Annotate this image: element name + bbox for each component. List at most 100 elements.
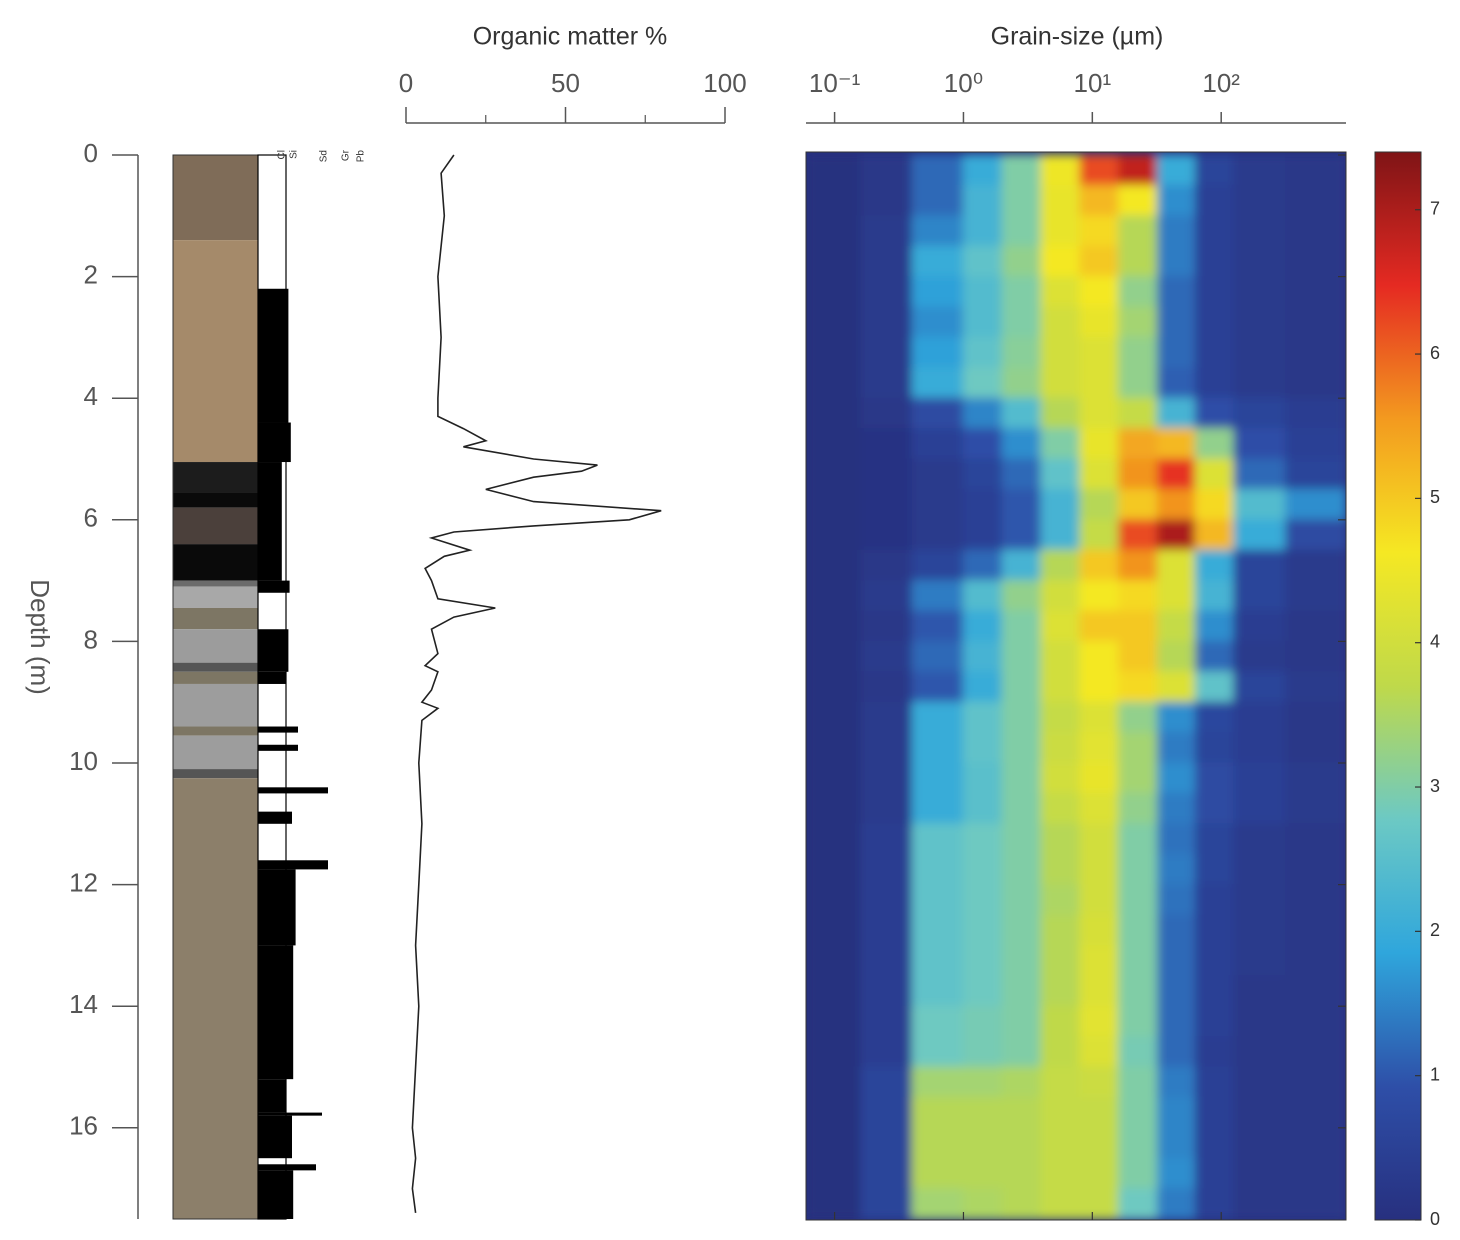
heat-cell bbox=[962, 732, 1003, 764]
heat-cell bbox=[1118, 276, 1158, 308]
log-bar bbox=[258, 671, 286, 684]
lith-unit bbox=[173, 586, 258, 608]
heat-cell bbox=[1285, 428, 1346, 460]
heat-cell bbox=[860, 336, 913, 369]
heat-cell bbox=[1079, 1036, 1120, 1068]
heat-cell bbox=[1233, 1096, 1287, 1129]
heat-cell bbox=[1233, 336, 1287, 369]
heat-cell bbox=[962, 701, 1003, 734]
heat-cell bbox=[1118, 397, 1158, 430]
heat-cell bbox=[962, 975, 1003, 1007]
heat-cell bbox=[1285, 458, 1346, 490]
heat-cell bbox=[806, 519, 862, 551]
heat-cell bbox=[860, 215, 913, 247]
heat-cell bbox=[1285, 975, 1346, 1007]
heat-cell bbox=[1079, 914, 1120, 946]
heat-cell bbox=[1156, 853, 1196, 886]
heat-cell bbox=[962, 1127, 1003, 1159]
heat-cell bbox=[1079, 488, 1120, 521]
heat-cell bbox=[1001, 610, 1042, 642]
heat-cell bbox=[860, 732, 913, 764]
log-bar bbox=[258, 1112, 322, 1116]
heat-cell bbox=[860, 1188, 913, 1220]
grain-class: Gr bbox=[341, 149, 352, 161]
heat-cell bbox=[1079, 458, 1120, 490]
heat-cell bbox=[1001, 397, 1042, 430]
heat-cell bbox=[1233, 975, 1287, 1007]
heat-cell bbox=[1285, 519, 1346, 551]
heat-cell bbox=[911, 944, 964, 977]
heat-cell bbox=[1285, 276, 1346, 308]
heat-cell bbox=[962, 580, 1003, 612]
heat-cell bbox=[1194, 215, 1235, 247]
heat-cell bbox=[911, 245, 964, 278]
heat-cell bbox=[806, 367, 862, 399]
heat-cell bbox=[962, 884, 1003, 916]
heatmap bbox=[806, 152, 1346, 1220]
heat-cell bbox=[1233, 428, 1287, 460]
lith-unit bbox=[173, 492, 258, 508]
heat-cell bbox=[1001, 701, 1042, 734]
heat-cell bbox=[806, 336, 862, 369]
heat-cell bbox=[911, 1127, 964, 1159]
heat-cell bbox=[1118, 1096, 1158, 1129]
heat-cell bbox=[1233, 823, 1287, 855]
log-bar bbox=[258, 1164, 316, 1171]
heat-cell bbox=[1079, 610, 1120, 642]
lith-unit bbox=[173, 778, 258, 1219]
heat-cell bbox=[1001, 306, 1042, 338]
colorbar-label: 6 bbox=[1430, 343, 1440, 363]
x-tick-label: 50 bbox=[551, 68, 580, 98]
log-bar bbox=[258, 787, 328, 794]
heat-cell bbox=[962, 944, 1003, 977]
heat-cell bbox=[1001, 549, 1042, 582]
heat-cell bbox=[806, 853, 862, 886]
grain-class: Cl bbox=[277, 150, 288, 159]
heat-cell bbox=[1079, 792, 1120, 825]
heat-cell bbox=[1118, 762, 1158, 794]
heat-cell bbox=[962, 853, 1003, 886]
om-line bbox=[411, 154, 662, 1214]
heat-cell bbox=[1233, 367, 1287, 399]
heat-cell bbox=[1079, 519, 1120, 551]
heat-cell bbox=[1079, 306, 1120, 338]
heat-cell bbox=[1285, 701, 1346, 734]
heat-cell bbox=[1285, 732, 1346, 764]
heat-cell bbox=[1118, 1157, 1158, 1190]
heat-cell bbox=[1001, 1127, 1042, 1159]
heat-cell bbox=[1285, 367, 1346, 399]
heat-cell bbox=[806, 884, 862, 916]
heat-cell bbox=[1285, 762, 1346, 794]
heat-cell bbox=[962, 1005, 1003, 1038]
heat-cell bbox=[806, 975, 862, 1007]
heat-cell bbox=[1118, 671, 1158, 703]
heat-cell bbox=[1233, 184, 1287, 217]
heat-cell bbox=[1079, 580, 1120, 612]
heat-cell bbox=[1194, 306, 1235, 338]
heat-cell bbox=[860, 853, 913, 886]
log-bar bbox=[258, 1079, 286, 1113]
heat-cell bbox=[860, 245, 913, 278]
heat-cell bbox=[1118, 184, 1158, 217]
heat-cell bbox=[806, 1188, 862, 1220]
heat-cell bbox=[1118, 1188, 1158, 1220]
heat-cell bbox=[1001, 762, 1042, 794]
heat-cell bbox=[1001, 154, 1042, 186]
heat-cell bbox=[962, 245, 1003, 278]
log-bar bbox=[258, 422, 291, 463]
heat-cell bbox=[1194, 762, 1235, 794]
heat-cell bbox=[1156, 397, 1196, 430]
x-tick-label: 0 bbox=[399, 68, 413, 98]
heat-cell bbox=[1156, 701, 1196, 734]
heat-cell bbox=[1118, 306, 1158, 338]
heat-cell bbox=[1001, 519, 1042, 551]
heat-cell bbox=[1194, 732, 1235, 764]
heat-cell bbox=[962, 336, 1003, 369]
heat-cell bbox=[1079, 732, 1120, 764]
heat-cell bbox=[1233, 1157, 1287, 1190]
log-bar bbox=[258, 1115, 292, 1159]
heat-cell bbox=[1233, 944, 1287, 977]
heat-cell bbox=[911, 519, 964, 551]
heat-cell bbox=[911, 397, 964, 430]
heat-cell bbox=[1156, 488, 1196, 521]
